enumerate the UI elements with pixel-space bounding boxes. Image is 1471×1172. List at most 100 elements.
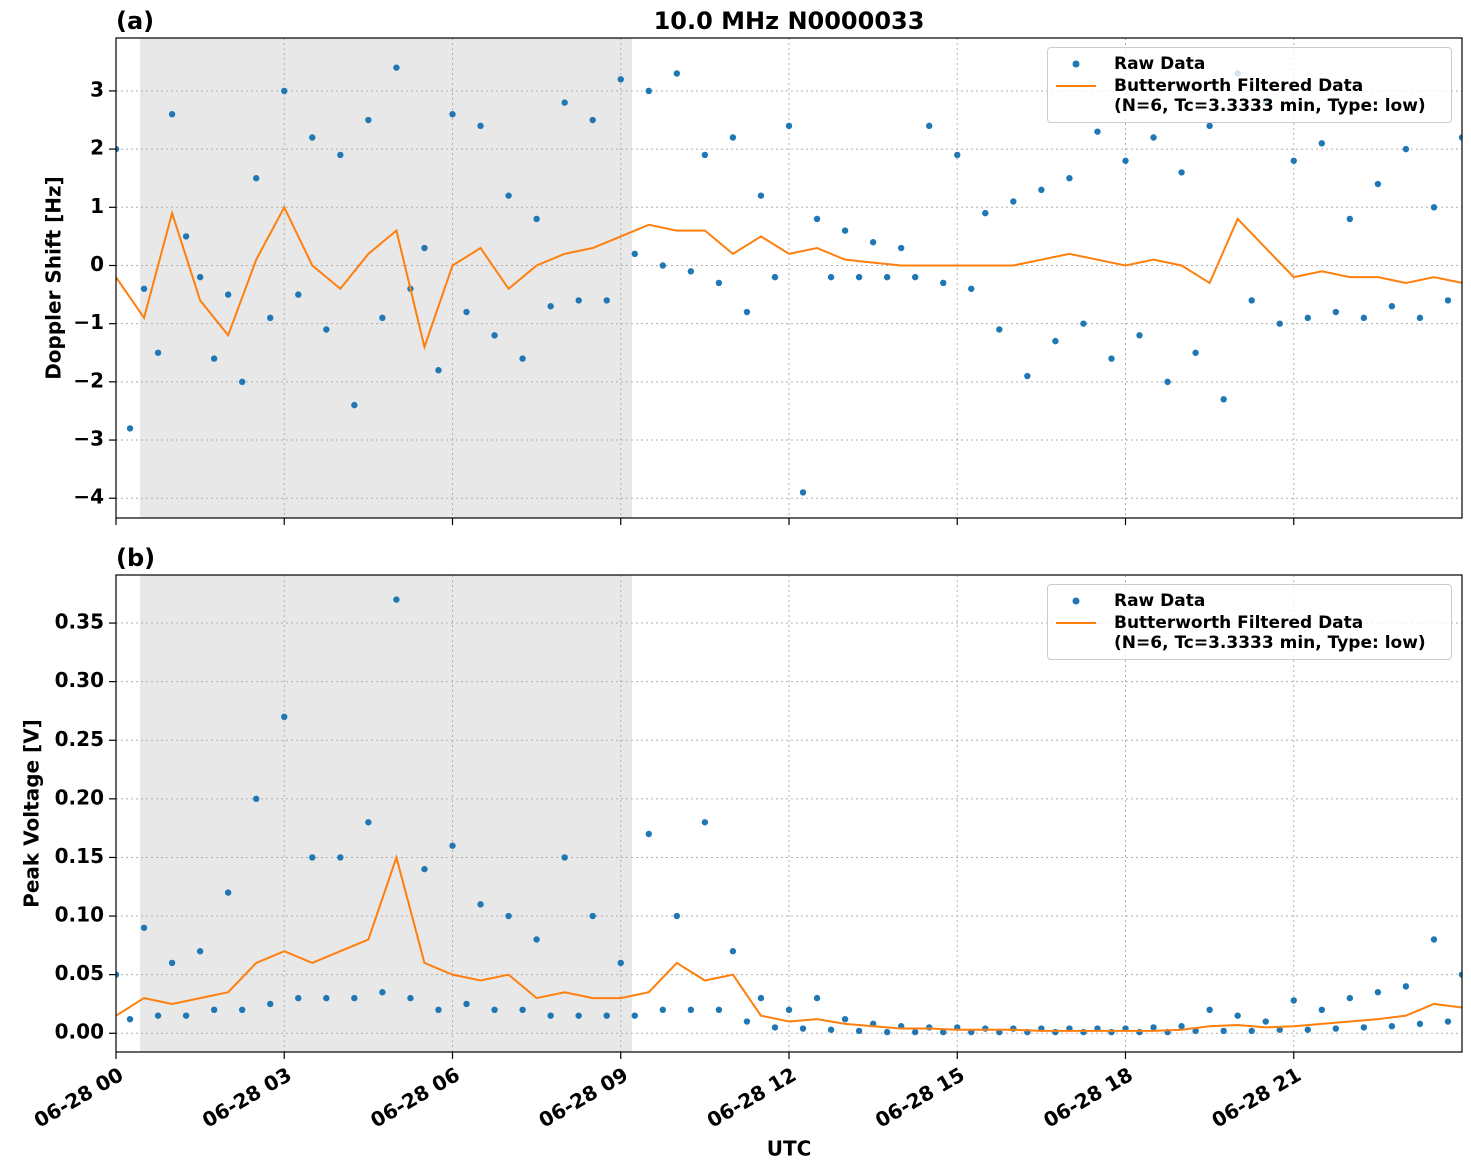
raw-point (1332, 308, 1340, 316)
legend-marker (1056, 622, 1096, 624)
raw-point (1066, 175, 1073, 182)
raw-point (309, 134, 316, 141)
raw-point (982, 209, 989, 217)
y-axis-label: Peak Voltage [V] (20, 719, 44, 908)
raw-point (1192, 1027, 1199, 1035)
raw-point (267, 314, 274, 322)
raw-point (561, 854, 568, 861)
raw-point (799, 489, 807, 496)
raw-point (1290, 157, 1297, 164)
raw-point (575, 297, 582, 304)
raw-point (1206, 122, 1213, 130)
raw-point (224, 291, 232, 298)
y-tick-label: 0.00 (55, 1020, 104, 1044)
raw-point (687, 268, 695, 275)
raw-point (533, 936, 540, 943)
raw-point (603, 1012, 610, 1019)
raw-point (182, 1012, 190, 1019)
raw-point (799, 1025, 807, 1032)
raw-point (813, 994, 821, 1002)
raw-point (883, 273, 891, 281)
raw-point (238, 378, 246, 386)
plot-area (116, 596, 1462, 1036)
raw-point (1360, 314, 1368, 322)
raw-point (911, 1028, 919, 1036)
raw-point (827, 273, 835, 281)
legend-entry: Butterworth Filtered Data (N=6, Tc=3.333… (1056, 613, 1443, 653)
raw-point (1430, 936, 1438, 943)
raw-point (869, 239, 877, 246)
y-tick-label: −1 (73, 310, 104, 334)
raw-point (140, 285, 148, 292)
raw-point (1318, 1006, 1325, 1014)
legend: Raw Data Butterworth Filtered Data (N=6, … (1047, 584, 1452, 660)
legend-marker (1056, 85, 1096, 87)
raw-point (1388, 303, 1396, 310)
x-tick-label: 06-28 03 (198, 1062, 296, 1132)
raw-point (1346, 215, 1354, 223)
raw-point (519, 1006, 526, 1014)
raw-point (154, 349, 162, 356)
raw-point (1416, 314, 1424, 322)
raw-point (196, 273, 204, 281)
raw-point (1276, 1026, 1283, 1033)
raw-point (379, 989, 386, 996)
raw-point (1080, 320, 1087, 327)
legend-label: Raw Data (1114, 591, 1206, 611)
filtered-line (116, 205, 1462, 351)
raw-point (1360, 1024, 1368, 1031)
raw-point (757, 994, 765, 1002)
raw-point (1010, 198, 1017, 205)
plot-frame (115, 574, 1463, 1053)
raw-point (116, 145, 120, 153)
legend-label: Raw Data (1114, 54, 1206, 74)
raw-point (673, 912, 681, 920)
raw-point (547, 303, 554, 310)
raw-point (505, 192, 512, 199)
raw-point (1192, 349, 1199, 356)
raw-point (1416, 1020, 1424, 1028)
raw-point (210, 355, 218, 362)
raw-point (126, 1015, 134, 1023)
x-tick-label: 06-28 15 (871, 1062, 969, 1132)
legend-marker (1072, 60, 1080, 68)
raw-point (645, 87, 652, 95)
raw-point (1346, 994, 1354, 1002)
y-tick-label: 0.10 (55, 903, 104, 927)
raw-point (323, 994, 330, 1002)
raw-point (379, 314, 386, 322)
raw-point (421, 865, 428, 873)
x-tick-label: 06-28 21 (1207, 1062, 1305, 1132)
raw-point (210, 1006, 218, 1014)
legend: Raw Data Butterworth Filtered Data (N=6, … (1047, 47, 1452, 123)
raw-point (1248, 1027, 1255, 1035)
raw-point (1262, 1018, 1269, 1025)
raw-point (1052, 337, 1059, 345)
raw-point (393, 596, 400, 603)
raw-point (365, 819, 372, 826)
raw-point (1458, 971, 1462, 978)
raw-point (1444, 1018, 1452, 1025)
raw-point (1318, 140, 1325, 147)
raw-point (1136, 332, 1143, 339)
x-tick-label: 06-28 09 (534, 1062, 632, 1132)
raw-point (926, 122, 933, 130)
raw-point (996, 326, 1003, 333)
raw-point (701, 819, 709, 826)
raw-point (743, 1018, 751, 1025)
raw-point (729, 134, 737, 141)
x-tick-label: 06-28 12 (703, 1062, 801, 1132)
raw-point (659, 262, 667, 269)
raw-point (351, 994, 358, 1002)
raw-point (1178, 169, 1185, 176)
filtered-line (116, 854, 1462, 1032)
panel-label: (b) (116, 544, 155, 572)
raw-point (841, 227, 849, 234)
raw-point (477, 122, 484, 130)
raw-point (1332, 1025, 1340, 1032)
raw-point (940, 1028, 947, 1036)
raw-point (855, 1027, 863, 1035)
y-tick-label: 1 (90, 194, 104, 218)
raw-point (1024, 372, 1031, 380)
y-tick-label: 0.05 (55, 961, 104, 985)
